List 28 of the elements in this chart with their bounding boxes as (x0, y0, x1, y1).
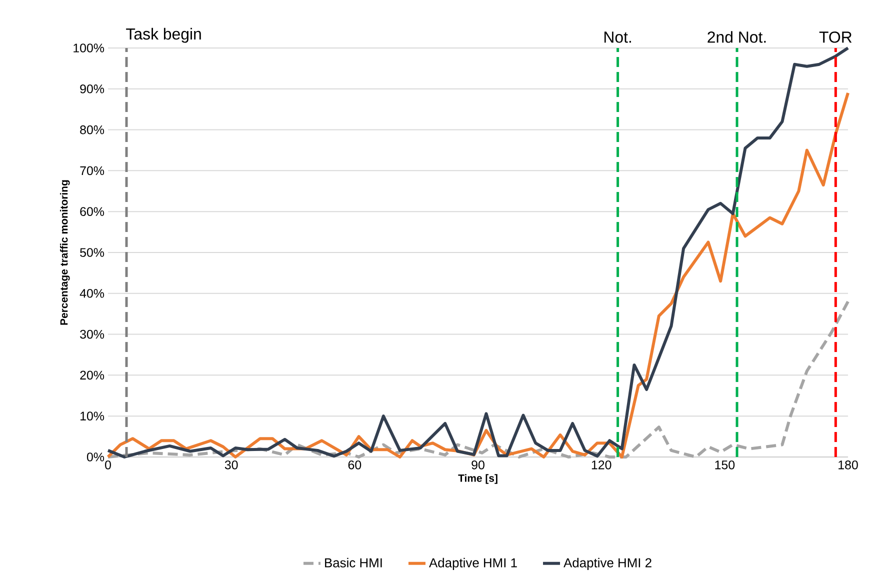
y-tick-label: 10% (80, 412, 104, 420)
y-tick-label: 30% (80, 330, 104, 339)
ref-line-label: 2nd Not. (708, 31, 766, 43)
x-tick-label: 90 (472, 460, 484, 470)
ref-line-label: Not. (604, 32, 631, 43)
y-tick-label: 90% (80, 84, 104, 94)
x-tick-label: 0 (105, 460, 111, 470)
y-tick-label: 60% (80, 207, 104, 216)
y-tick-label: 0% (86, 452, 104, 462)
y-tick-label: 40% (80, 288, 104, 298)
legend-label: Adaptive HMI 1 (429, 558, 517, 570)
legend-label: Basic HMI (325, 558, 382, 568)
ref-line-label: Task begin (126, 28, 201, 43)
y-tick-label: 80% (80, 125, 104, 134)
legend-label: Adaptive HMI 2 (564, 558, 652, 570)
x-tick-label: 60 (348, 460, 362, 470)
ref-line-label: TOR (819, 32, 852, 43)
x-tick-label: 120 (592, 460, 612, 470)
x-tick-label: 180 (838, 460, 858, 470)
x-tick-label: 30 (224, 460, 238, 470)
y-axis-title: Percentage traffic monitoring (60, 180, 70, 325)
y-tick-label: 70% (80, 166, 104, 176)
x-tick-label: 150 (715, 460, 735, 470)
y-tick-label: 50% (80, 248, 104, 257)
y-tick-label: 20% (80, 370, 104, 380)
line-series (106, 300, 850, 458)
y-tick-label: 100% (74, 44, 104, 52)
x-axis-title: Time [s] (458, 474, 498, 484)
